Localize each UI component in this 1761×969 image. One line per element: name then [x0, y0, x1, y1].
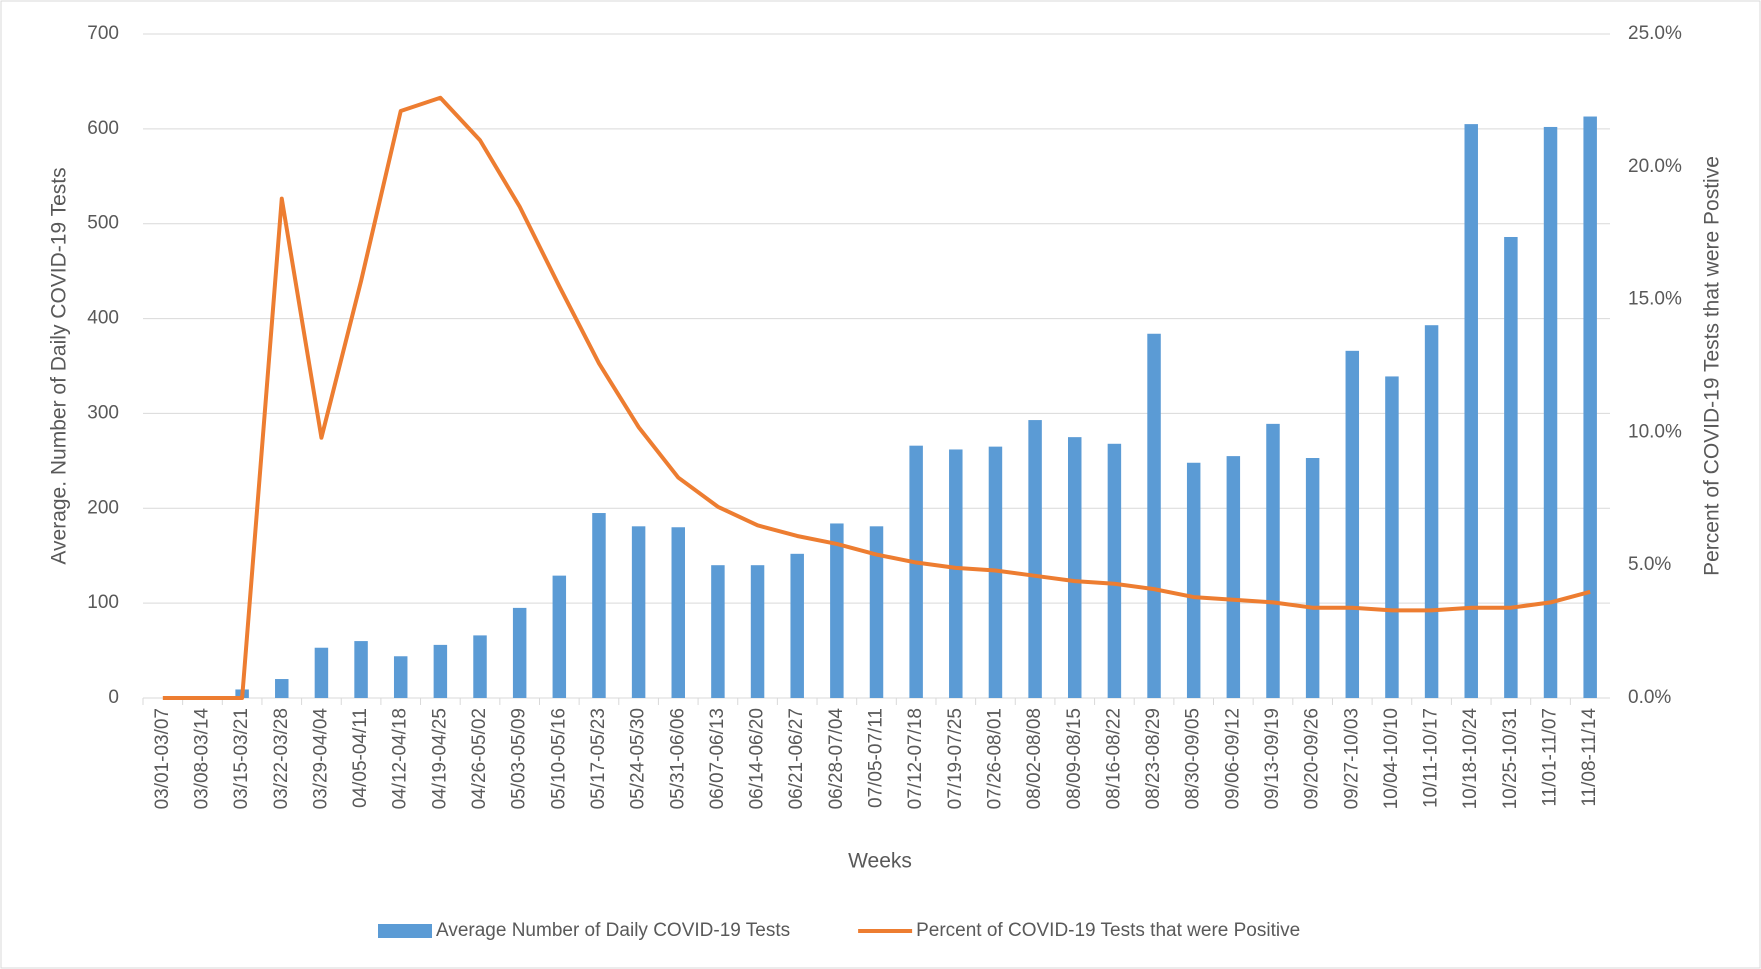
bar [275, 679, 289, 698]
bar [1266, 423, 1280, 698]
x-tick-label: 03/29-04/04 [310, 708, 331, 810]
x-tick-label: 03/15-03/21 [231, 708, 252, 809]
x-tick-label: 05/17-05/23 [588, 708, 609, 809]
x-tick-label: 03/22-03/28 [271, 708, 292, 809]
x-tick-label: 07/19-07/25 [945, 708, 966, 809]
x-tick-label: 06/21-06/27 [786, 708, 807, 809]
line-series [162, 95, 1591, 700]
bar [1186, 462, 1201, 698]
y2-tick-label: 10.0% [1628, 421, 1682, 442]
x-tick-label: 11/01-11/07 [1540, 708, 1561, 807]
x-tick-label: 03/01-03/07 [152, 708, 173, 809]
x-tick-label: 09/27-10/03 [1341, 708, 1362, 809]
bar [1583, 116, 1597, 699]
x-tick-label: 04/19-04/25 [429, 708, 450, 809]
x-tick-label: 08/30-09/05 [1183, 708, 1204, 809]
bar [512, 607, 527, 698]
y-tick-label: 200 [87, 497, 119, 518]
y2-tick-label: 20.0% [1628, 156, 1682, 177]
y2-tick-label: 0.0% [1628, 687, 1671, 708]
bar [1464, 124, 1478, 699]
bar [1147, 333, 1161, 698]
x-tick-label: 04/26-05/02 [469, 708, 490, 809]
bar [552, 575, 567, 698]
y2-axis-title: Percent of COVID-19 Tests that were Post… [1701, 156, 1724, 576]
bar [1543, 126, 1558, 698]
bar [393, 656, 408, 698]
x-tick-label: 07/05-07/11 [866, 708, 887, 808]
bar [1107, 443, 1122, 698]
bar [750, 565, 765, 698]
x-tick-label: 05/24-05/30 [628, 708, 649, 809]
x-tick-label: 08/16-08/22 [1103, 708, 1124, 809]
y-tick-label: 0 [108, 687, 119, 708]
y-tick-label: 300 [87, 402, 119, 423]
bar [1424, 325, 1439, 698]
x-tick-label: 10/11-10/17 [1421, 708, 1442, 808]
bar [949, 449, 963, 698]
y2-tick-label: 5.0% [1628, 554, 1671, 575]
x-tick-label: 05/10-05/16 [548, 708, 569, 809]
legend-label: Average Number of Daily COVID-19 Tests [436, 920, 790, 941]
x-tick-label: 07/12-07/18 [905, 708, 926, 809]
y-tick-label: 700 [87, 23, 119, 44]
y-axis-title: Average. Number of Daily COVID-19 Tests [48, 167, 71, 564]
bar [433, 644, 448, 698]
bar [1028, 420, 1042, 698]
bar [830, 523, 844, 698]
x-tick-label: 06/14-06/20 [747, 708, 768, 809]
bar [354, 641, 368, 698]
x-tick-label: 10/04-10/10 [1381, 708, 1402, 809]
bar [1068, 437, 1082, 698]
x-tick-label: 10/18-10/24 [1460, 708, 1481, 810]
x-tick-label: 08/09-08/15 [1064, 708, 1085, 809]
bar [790, 553, 804, 698]
bar [1345, 350, 1360, 698]
bar [1305, 458, 1320, 698]
x-tick-label: 04/05-04/11 [350, 708, 371, 808]
x-tick-label: 09/20-09/26 [1302, 708, 1323, 809]
bar [473, 635, 487, 698]
y-tick-label: 500 [87, 213, 119, 234]
x-tick-label: 09/13-09/19 [1262, 708, 1283, 809]
y-tick-label: 100 [87, 592, 119, 613]
x-tick-label: 06/28-07/04 [826, 708, 847, 810]
bar [314, 647, 329, 698]
x-tick-label: 08/23-08/29 [1143, 708, 1164, 809]
bar [1226, 456, 1241, 698]
bar [869, 526, 884, 698]
x-tick-label: 05/03-05/09 [509, 708, 530, 809]
y2-tick-label: 15.0% [1628, 289, 1682, 310]
x-axis-title: Weeks [848, 850, 912, 873]
bar [631, 526, 646, 698]
x-tick-label: 07/26-08/01 [984, 708, 1005, 809]
legend-swatch [378, 924, 432, 938]
x-tick-label: 06/07-06/13 [707, 708, 728, 809]
x-tick-label: 09/06-09/12 [1222, 708, 1243, 809]
y-tick-label: 600 [87, 118, 119, 139]
x-tick-label: 03/08-03/14 [191, 708, 212, 810]
bar [592, 513, 606, 698]
y-tick-label: 400 [87, 308, 119, 329]
bar [1504, 236, 1518, 698]
x-tick-label: 11/08-11/14 [1579, 708, 1600, 807]
y2-tick-label: 25.0% [1628, 23, 1682, 44]
bar [1385, 376, 1399, 698]
x-tick-label: 04/12-04/18 [390, 708, 411, 809]
x-tick-label: 08/02-08/08 [1024, 708, 1045, 809]
x-tick-label: 05/31-06/06 [667, 708, 688, 809]
bar [671, 527, 685, 698]
bar [909, 445, 923, 698]
legend-label: Percent of COVID-19 Tests that were Posi… [916, 920, 1300, 941]
bar [711, 565, 725, 698]
x-tick-label: 10/25-10/31 [1500, 708, 1521, 809]
